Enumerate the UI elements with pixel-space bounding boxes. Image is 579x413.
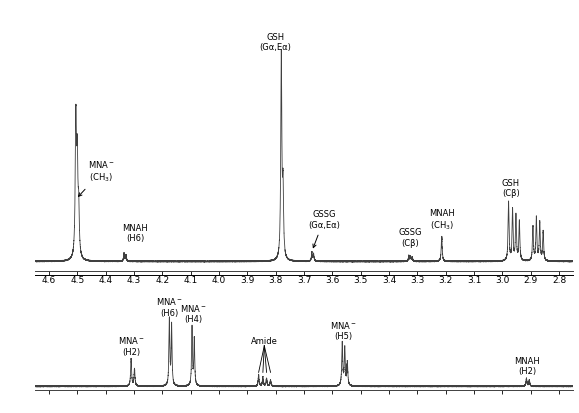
Text: GSSG
(Cβ): GSSG (Cβ) (398, 228, 422, 248)
Text: GSH
(Gα,Eα): GSH (Gα,Eα) (260, 33, 292, 52)
Text: MNAH
(CH$_3$): MNAH (CH$_3$) (429, 209, 455, 232)
Text: MNA$^-$
(H5): MNA$^-$ (H5) (330, 320, 357, 341)
Text: MNA$^-$
(H6): MNA$^-$ (H6) (156, 297, 183, 318)
Text: MNA$^-$
(H2): MNA$^-$ (H2) (118, 335, 145, 357)
Text: MNA$^-$
(CH$_3$): MNA$^-$ (CH$_3$) (79, 159, 115, 196)
Text: Amide: Amide (251, 337, 278, 346)
Text: MNAH
(H2): MNAH (H2) (514, 357, 540, 376)
Text: GSSG
(Gα,Eα): GSSG (Gα,Eα) (308, 210, 340, 248)
Text: MNA$^-$
(H4): MNA$^-$ (H4) (180, 303, 207, 324)
Text: MNAH
(H6): MNAH (H6) (123, 224, 148, 243)
Text: GSH
(Cβ): GSH (Cβ) (502, 179, 520, 198)
